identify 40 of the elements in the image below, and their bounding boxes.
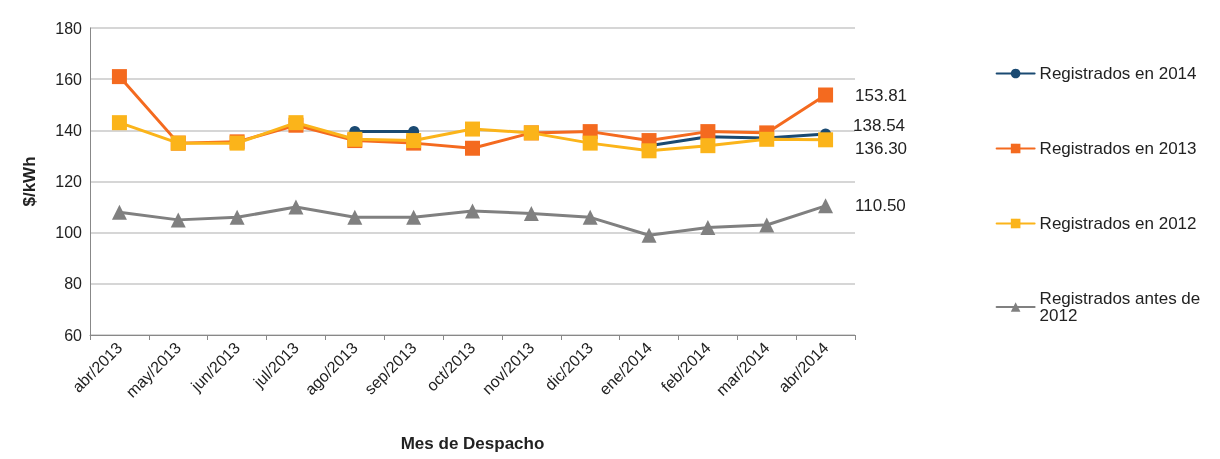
point [288, 199, 304, 215]
point [347, 209, 363, 225]
y-tick-label: 100 [55, 224, 83, 242]
y-tick-label: 120 [55, 173, 83, 190]
y-axis-title: $/kWh [20, 156, 39, 207]
legend-label: Registrados en 2013 [1039, 139, 1197, 158]
point [700, 138, 716, 154]
y-tick-label: 80 [64, 275, 83, 293]
point [641, 143, 657, 159]
point [523, 205, 539, 221]
data-label: 110.50 [855, 196, 906, 216]
point [406, 209, 422, 225]
point [700, 220, 716, 236]
x-axis-title: Mes de Despacho [400, 434, 545, 453]
point [759, 217, 775, 233]
point [582, 209, 598, 225]
y-tick-label: 60 [64, 326, 83, 344]
data-label: 136.30 [855, 139, 908, 159]
point [582, 135, 598, 151]
legend-label: Registrados en 2012 [1039, 214, 1197, 233]
point [700, 124, 716, 140]
y-tick-label: 140 [55, 121, 83, 139]
data-label: 153.81 [855, 85, 908, 105]
point [465, 203, 480, 219]
point [465, 121, 480, 137]
point [229, 209, 245, 225]
point [818, 87, 834, 103]
y-tick-label: 160 [55, 70, 83, 88]
point [818, 198, 834, 214]
point [641, 227, 657, 243]
data-label: 138.54 [853, 115, 906, 135]
point [111, 69, 127, 85]
legend-label: Registrados en 2014 [1039, 64, 1197, 83]
point [170, 212, 186, 228]
point [818, 132, 834, 148]
point [465, 140, 480, 156]
legend-label: Registrados antes de 2012 [1039, 289, 1206, 325]
point [111, 204, 127, 220]
y-tick-label: 180 [55, 19, 83, 37]
point [111, 115, 127, 131]
